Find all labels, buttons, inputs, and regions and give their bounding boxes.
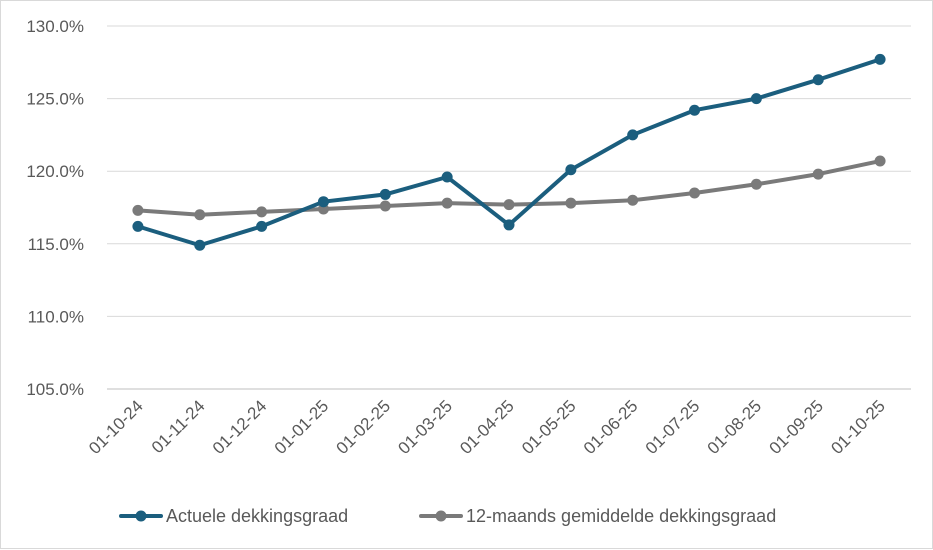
data-point bbox=[379, 188, 391, 200]
data-point bbox=[132, 204, 144, 216]
legend-marker bbox=[135, 510, 147, 522]
data-point bbox=[194, 209, 206, 221]
y-tick-label: 110.0% bbox=[28, 307, 84, 326]
x-tick-label: 01-06-25 bbox=[580, 396, 642, 458]
x-tick-label: 01-10-25 bbox=[827, 396, 889, 458]
x-tick-label: 01-03-25 bbox=[394, 396, 456, 458]
x-tick-label: 01-05-25 bbox=[518, 396, 580, 458]
data-point bbox=[503, 199, 515, 211]
x-tick-label: 01-04-25 bbox=[456, 396, 518, 458]
data-point bbox=[874, 155, 886, 167]
data-point bbox=[689, 104, 701, 116]
data-point bbox=[256, 220, 268, 232]
x-tick-label: 01-07-25 bbox=[642, 396, 704, 458]
x-tick-label: 01-12-24 bbox=[209, 396, 271, 458]
x-tick-label: 01-09-25 bbox=[765, 396, 827, 458]
y-tick-label: 130.0% bbox=[26, 17, 84, 36]
data-point bbox=[441, 171, 453, 183]
x-tick-label: 01-11-24 bbox=[148, 396, 209, 457]
data-point bbox=[194, 239, 206, 251]
data-point bbox=[565, 197, 577, 209]
legend-label: Actuele dekkingsgraad bbox=[166, 506, 348, 526]
legend-marker bbox=[435, 510, 447, 522]
x-axis: 01-10-24 01-11-24 01-12-24 01-01-25 01-02-25… bbox=[85, 396, 889, 458]
y-tick-label: 115.0% bbox=[28, 235, 84, 254]
data-point bbox=[256, 206, 268, 218]
data-point bbox=[750, 178, 762, 190]
series-line bbox=[135, 57, 883, 248]
y-axis: 105.0% 110.0% 115.0% 120.0% 125.0% 130.0% bbox=[26, 17, 84, 399]
series-2 bbox=[132, 155, 886, 221]
y-tick-label: 125.0% bbox=[26, 90, 84, 109]
data-point bbox=[379, 200, 391, 212]
x-tick-label: 01-08-25 bbox=[704, 396, 766, 458]
series-1 bbox=[132, 53, 886, 251]
data-point bbox=[750, 93, 762, 105]
legend-item-1: Actuele dekkingsgraad bbox=[119, 506, 348, 526]
data-point bbox=[441, 197, 453, 209]
data-point bbox=[627, 129, 639, 141]
y-tick-label: 120.0% bbox=[26, 162, 84, 181]
legend: Actuele dekkingsgraad 12-maands gemiddeld… bbox=[119, 506, 776, 526]
data-point bbox=[565, 164, 577, 176]
legend-item-2: 12-maands gemiddelde dekkingsgraad bbox=[419, 506, 776, 526]
data-point bbox=[812, 74, 824, 86]
data-point bbox=[812, 168, 824, 180]
data-point bbox=[317, 196, 329, 208]
x-tick-label: 01-02-25 bbox=[333, 396, 395, 458]
y-tick-label: 105.0% bbox=[26, 380, 84, 399]
data-point bbox=[503, 219, 515, 231]
data-point bbox=[689, 187, 701, 199]
x-tick-label: 01-10-24 bbox=[85, 396, 147, 458]
legend-label: 12-maands gemiddelde dekkingsgraad bbox=[466, 506, 776, 526]
data-point bbox=[132, 220, 144, 232]
gridlines bbox=[107, 25, 911, 390]
data-point bbox=[874, 53, 886, 65]
x-tick-label: 01-01-25 bbox=[271, 396, 333, 458]
data-point bbox=[627, 194, 639, 206]
series bbox=[132, 53, 886, 251]
